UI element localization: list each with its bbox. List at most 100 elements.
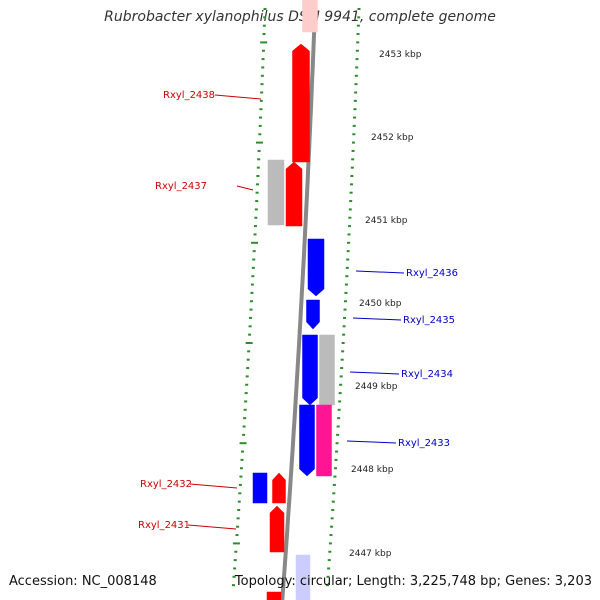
outer-tick: [338, 392, 342, 395]
outer-tick: [335, 450, 339, 453]
outer-tick: [345, 266, 349, 269]
gene-rxyl-2438: [292, 43, 310, 163]
outer-tick: [336, 425, 340, 428]
inner-tick: [262, 24, 266, 27]
genome-summary: Topology: circular; Length: 3,225,748 bp…: [234, 574, 592, 589]
gene-label-reverse: Rxyl_2435: [403, 315, 455, 326]
outer-tick: [354, 74, 358, 77]
outer-tick: [345, 275, 349, 278]
inner-tick: [232, 542, 240, 545]
outer-tick: [351, 149, 355, 152]
feature-rxyl-2433-pink: [316, 404, 332, 477]
outer-tick: [343, 300, 347, 303]
outer-tick: [340, 367, 344, 370]
inner-tick: [256, 183, 260, 186]
inner-tick: [261, 49, 265, 52]
outer-tick: [341, 350, 345, 353]
accession-text: Accession: NC_008148: [9, 574, 157, 589]
inner-tick: [245, 375, 249, 378]
outer-tick: [343, 316, 347, 319]
scale-labels: 2453 kbp 2452 kbp 2451 kbp 2450 kbp 2449 kbp…: [349, 50, 422, 559]
tick-marks: [231, 8, 361, 587]
inner-tick: [253, 233, 257, 236]
inner-tick: [260, 83, 264, 86]
outer-tick: [337, 408, 341, 411]
outer-tick: [354, 83, 358, 86]
inner-tick: [246, 367, 250, 370]
gene-rxyl-2434: [302, 334, 318, 406]
feature-rxyl-2434-gray: [319, 334, 335, 406]
inner-tick: [236, 517, 240, 520]
outer-tick: [350, 183, 354, 186]
genome-title: Rubrobacter xylanophilus DSM 9941, compl…: [104, 9, 496, 25]
inner-tick: [237, 500, 241, 503]
outer-tick: [339, 375, 343, 378]
inner-tick: [249, 308, 253, 311]
inner-tick: [249, 316, 253, 319]
inner-tick: [262, 33, 266, 36]
gene-features: [252, 0, 335, 600]
outer-tick: [330, 517, 334, 520]
outer-tick: [354, 91, 358, 94]
inner-tick: [242, 433, 246, 436]
gene-rxyl-2433: [299, 404, 315, 477]
leader-line: [187, 524, 237, 530]
inner-tick: [260, 91, 264, 94]
outer-tick: [356, 33, 360, 36]
inner-tick: [252, 250, 256, 253]
outer-tick: [333, 467, 337, 470]
inner-tick: [239, 467, 243, 470]
gene-label-forward: Rxyl_2437: [155, 181, 207, 192]
outer-tick: [327, 567, 331, 570]
outer-tick: [356, 41, 360, 44]
inner-tick: [251, 275, 255, 278]
outer-tick: [357, 8, 361, 10]
inner-tick: [232, 575, 236, 578]
inner-tick: [245, 342, 253, 344]
gene-rxyl-2435: [306, 299, 320, 330]
gene-label-forward: Rxyl_2432: [140, 479, 192, 490]
outer-tick: [341, 342, 345, 344]
inner-tick: [256, 175, 260, 177]
inner-tick: [235, 534, 239, 537]
inner-tick: [243, 408, 247, 411]
outer-tick: [328, 542, 332, 545]
inner-tick: [241, 450, 245, 453]
inner-tick: [246, 358, 250, 361]
outer-tick: [336, 433, 340, 436]
outer-tick: [337, 417, 341, 420]
inner-tick: [254, 208, 258, 211]
inner-tick: [263, 16, 267, 19]
gene-rxyl-2436: [307, 238, 325, 297]
outer-tick: [350, 166, 354, 169]
inner-tick: [244, 400, 248, 403]
inner-tick: [234, 550, 238, 553]
outer-tick: [344, 291, 348, 294]
outer-tick: [328, 550, 332, 553]
outer-tick: [332, 492, 336, 495]
leader-line: [214, 94, 262, 100]
gene-label-forward: Rxyl_2438: [163, 90, 215, 101]
inner-tick: [248, 333, 252, 336]
outer-tick: [355, 58, 359, 61]
outer-tick: [331, 500, 335, 503]
outer-tick: [344, 283, 348, 286]
outer-tick: [346, 250, 350, 253]
inner-tick: [233, 567, 237, 570]
inner-tick: [231, 584, 235, 587]
scale-label: 2452 kbp: [371, 133, 414, 143]
outer-tick: [347, 241, 351, 244]
scale-label: 2448 kbp: [351, 465, 394, 475]
inner-tick: [254, 216, 258, 219]
inner-tick: [260, 74, 264, 77]
gene-rxyl-2437: [285, 161, 303, 227]
outer-tick: [348, 216, 352, 219]
gene-rxyl-2431: [269, 505, 285, 553]
inner-tick: [237, 509, 241, 511]
outer-tick: [349, 200, 353, 203]
inner-tick: [251, 266, 255, 269]
inner-tick: [242, 425, 246, 428]
outer-tick: [353, 116, 357, 119]
outer-tick: [346, 258, 350, 261]
outer-tick: [350, 175, 354, 177]
